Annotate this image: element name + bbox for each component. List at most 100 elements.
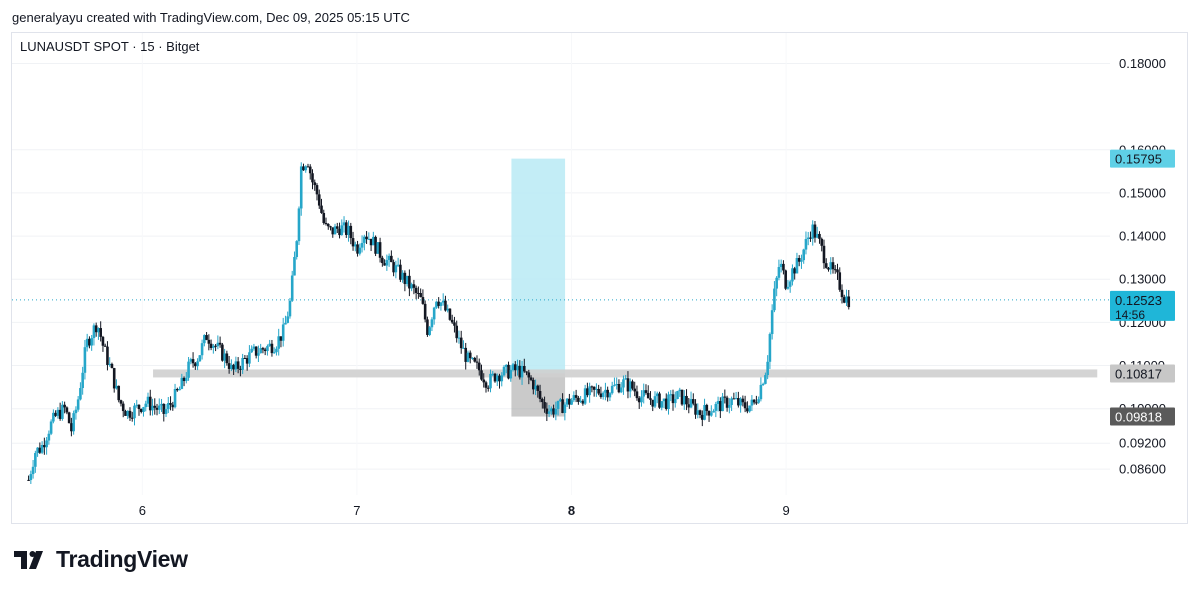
target-price-label: 0.15795 (1115, 152, 1162, 167)
candle-body (836, 269, 839, 273)
candle-body (486, 387, 490, 389)
candle-body (245, 358, 249, 364)
candle-body (187, 361, 190, 378)
candle-body (326, 223, 330, 227)
candle-body (308, 166, 312, 174)
candle-body (365, 236, 368, 240)
candle-body (110, 363, 114, 369)
candle-body (827, 267, 830, 270)
candle-body (664, 398, 668, 409)
candle-body (561, 399, 564, 413)
candle-body (779, 263, 783, 268)
candle-body (658, 393, 661, 408)
candle-body (351, 238, 355, 247)
candle-body (719, 401, 722, 412)
candle-body (712, 410, 715, 413)
candle-body (342, 222, 346, 226)
candle-body (426, 319, 429, 335)
candle-body (279, 336, 283, 341)
x-tick-label: 6 (139, 503, 146, 518)
candle-body (54, 412, 57, 416)
candle-body (444, 300, 447, 311)
candle-body (507, 364, 510, 379)
candle-body (225, 353, 229, 364)
candle-body (453, 322, 456, 326)
candle-body (703, 404, 706, 420)
candle-body (653, 396, 657, 407)
target-zone (511, 158, 566, 374)
candle-body (477, 362, 481, 371)
candle-body (644, 390, 648, 393)
candle-body (696, 410, 700, 415)
candle-body (845, 296, 848, 303)
candle-body (800, 260, 803, 262)
candle-body (547, 411, 551, 414)
candle-body (565, 398, 569, 405)
candle-body (764, 375, 767, 384)
candle-body (532, 379, 535, 390)
candle-body (441, 300, 445, 303)
candle-body (847, 296, 851, 308)
candle-body (248, 352, 251, 364)
candle-body (793, 268, 796, 274)
candle-body (725, 397, 729, 408)
candle-body (381, 257, 384, 264)
candle-body (633, 388, 637, 392)
candle-body (119, 400, 123, 404)
candle-body (277, 336, 280, 349)
candle-body (356, 244, 359, 254)
candle-body (710, 412, 713, 416)
candle-body (383, 263, 386, 266)
candle-body (284, 322, 287, 325)
candle-body (29, 474, 33, 481)
candle-body (502, 366, 506, 376)
candle-body (757, 399, 760, 403)
candle-body (385, 260, 389, 266)
candle-body (824, 263, 828, 268)
candle-body (752, 399, 756, 403)
candle-body (97, 328, 100, 333)
candle-body (390, 255, 393, 263)
candle-body (595, 388, 598, 390)
candle-body (317, 194, 321, 206)
candle-body (205, 335, 208, 340)
candle-body (358, 247, 362, 254)
candle-body (482, 379, 486, 383)
candle-body (399, 264, 402, 280)
candle-body (396, 264, 400, 266)
candle-body (842, 297, 846, 303)
price-chart[interactable]: LUNAUSDT SPOT · 15 · Bitget0.180000.1600… (12, 33, 1187, 523)
chart-title: LUNAUSDT SPOT · 15 · Bitget (20, 39, 200, 54)
current-price-label: 0.12523 (1115, 293, 1162, 308)
candle-body (583, 388, 587, 404)
candle-body (730, 398, 733, 406)
candle-body (297, 208, 301, 242)
candle-body (162, 403, 166, 414)
candle-body (38, 447, 42, 453)
candle-body (755, 402, 758, 404)
candle-body (372, 236, 375, 246)
candle-body (212, 345, 215, 348)
candle-body (680, 389, 684, 405)
candle-body (457, 337, 461, 339)
candle-body (349, 225, 353, 239)
candle-body (401, 272, 404, 280)
candle-body (49, 421, 53, 434)
candle-body (541, 398, 544, 403)
candle-body (173, 388, 177, 408)
candle-body (770, 310, 774, 335)
candle-body (360, 242, 364, 248)
candle-body (606, 389, 609, 398)
candle-body (293, 257, 296, 276)
candle-body (797, 258, 801, 262)
candle-body (203, 335, 206, 344)
candle-body (148, 396, 152, 411)
candle-body (455, 325, 459, 339)
candle-body (369, 238, 373, 246)
candle-body (108, 363, 112, 365)
candle-body (495, 375, 499, 382)
candle-body (169, 403, 172, 405)
candle-body (721, 396, 724, 412)
candle-body (419, 293, 422, 298)
candle-body (462, 347, 465, 349)
